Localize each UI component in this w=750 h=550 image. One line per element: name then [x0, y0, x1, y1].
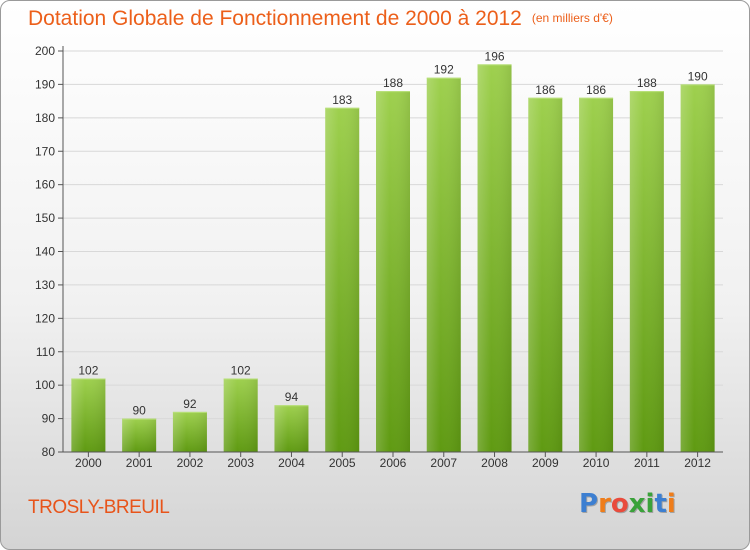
bar-shade-2005	[325, 107, 360, 452]
data-label-2005: 183	[332, 93, 352, 107]
y-tick-label-140: 140	[35, 245, 55, 259]
data-label-2002: 92	[183, 397, 197, 411]
data-label-2003: 102	[231, 363, 251, 377]
axes: 80 90 100 110 120 130 140 150 160 170 180 190 200 200…	[35, 44, 723, 470]
y-tick-label-160: 160	[35, 178, 55, 192]
bar-shade-2004	[274, 405, 309, 452]
y-tick-label-200: 200	[35, 44, 55, 58]
y-tick-label-180: 180	[35, 111, 55, 125]
bar-shade-2009	[528, 97, 563, 453]
bar-shade-2002	[172, 411, 207, 452]
y-tick-label-190: 190	[35, 77, 55, 91]
y-tick-label-80: 80	[42, 445, 56, 459]
y-tick-label-90: 90	[42, 412, 56, 426]
x-tick-label-2008: 2008	[481, 456, 508, 470]
bar-shade-2000	[71, 378, 106, 452]
bar-shade-2007	[426, 77, 461, 452]
data-label-2008: 196	[485, 49, 505, 63]
bar-shade-2012	[680, 84, 715, 453]
data-label-2010: 186	[586, 83, 606, 97]
x-tick-label-2011: 2011	[634, 456, 660, 470]
bar-shade-2010	[579, 97, 614, 453]
x-tick-label-2002: 2002	[177, 456, 204, 470]
data-label-2004: 94	[285, 390, 299, 404]
data-label-2011: 188	[637, 76, 657, 90]
chart-title: Dotation Globale de Fonctionnement de 20…	[28, 7, 613, 31]
data-label-2001: 90	[132, 404, 146, 418]
chart-title-text: Dotation Globale de Fonctionnement de 20…	[28, 7, 522, 30]
x-tick-label-2009: 2009	[532, 456, 559, 470]
y-tick-label-130: 130	[35, 278, 55, 292]
x-tick-label-2003: 2003	[227, 456, 254, 470]
logo-letter-5: t	[654, 489, 667, 519]
y-tick-label-100: 100	[35, 378, 55, 392]
data-label-2009: 186	[535, 83, 555, 97]
x-tick-label-2007: 2007	[430, 456, 457, 470]
x-tick-label-2004: 2004	[278, 456, 305, 470]
x-tick-label-2005: 2005	[329, 456, 356, 470]
commune-name: TROSLY-BREUIL	[28, 497, 170, 518]
x-tick-label-2012: 2012	[684, 456, 711, 470]
x-tick-label-2000: 2000	[75, 456, 102, 470]
x-tick-label-2001: 2001	[126, 456, 153, 470]
y-tick-label-170: 170	[35, 144, 55, 158]
y-tick-label-120: 120	[35, 311, 55, 325]
logo-letter-2: o	[610, 489, 629, 519]
bar-shade-2006	[376, 91, 410, 452]
data-label-2007: 192	[434, 63, 454, 77]
logo-letter-4: i	[645, 489, 655, 519]
logo-letter-0: P	[579, 489, 599, 519]
data-labels: 102 90 92 102 94 183 188 192 196 186 186 188 190	[78, 49, 708, 417]
data-label-2012: 190	[688, 69, 708, 83]
y-tick-label-150: 150	[35, 211, 55, 225]
logo-letter-1: r	[598, 489, 611, 519]
proxiti-logo: Proxiti	[579, 489, 676, 519]
bars	[71, 64, 715, 453]
chart-unit-note: (en milliers d'€)	[531, 11, 613, 25]
x-tick-label-2006: 2006	[380, 456, 407, 470]
y-tick-label-110: 110	[36, 345, 55, 359]
data-label-2000: 102	[78, 363, 98, 377]
bar-shade-2011	[629, 91, 664, 452]
bar-shade-2001	[122, 418, 157, 452]
data-label-2006: 188	[383, 76, 403, 90]
bar-shade-2008	[477, 64, 512, 452]
logo-letter-6: i	[666, 489, 676, 519]
logo-letter-3: x	[628, 489, 646, 519]
x-tick-label-2010: 2010	[583, 456, 610, 470]
bar-shade-2003	[223, 378, 258, 452]
